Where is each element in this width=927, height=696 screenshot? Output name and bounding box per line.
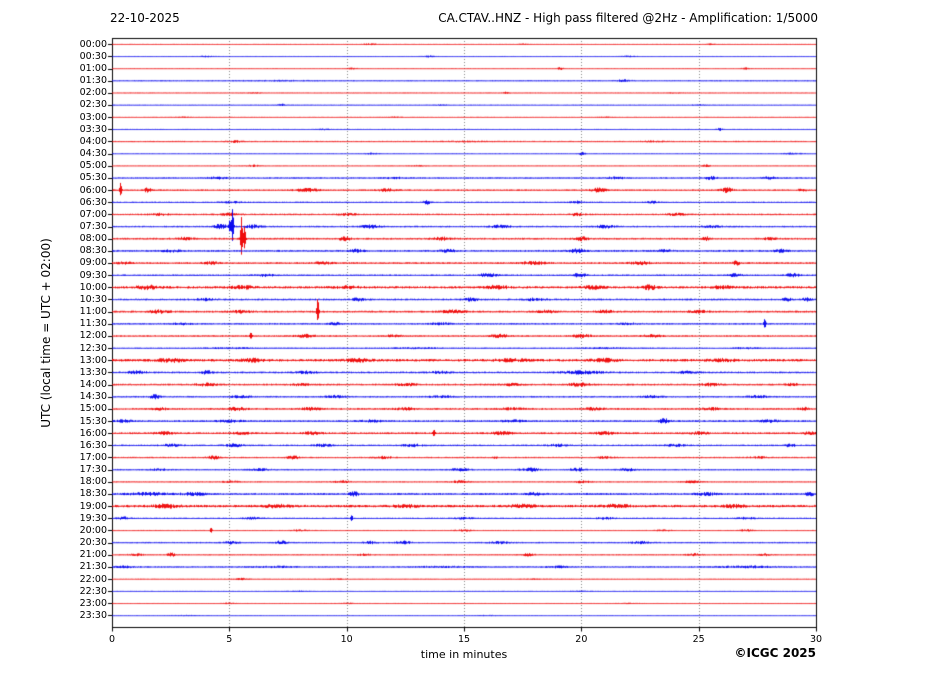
- y-tick-label: 06:00: [79, 184, 107, 196]
- copyright-label: ©ICGC 2025: [734, 646, 816, 660]
- y-tick-label: 18:00: [79, 476, 107, 488]
- y-tick-label: 16:30: [79, 439, 107, 451]
- y-tick-label: 11:30: [79, 318, 107, 330]
- y-tick-label: 14:30: [79, 391, 107, 403]
- x-axis-label: time in minutes: [420, 648, 508, 661]
- y-tick-label: 23:00: [79, 597, 107, 609]
- y-tick-label: 10:00: [79, 281, 107, 293]
- y-tick-label: 01:30: [79, 75, 107, 87]
- y-tick-label: 08:00: [79, 233, 107, 245]
- y-tick-label: 21:00: [79, 549, 107, 561]
- y-tick-label: 01:00: [79, 63, 107, 74]
- y-tick-label: 15:30: [79, 415, 107, 427]
- y-tick-label: 07:00: [79, 208, 107, 220]
- y-tick-label: 09:30: [79, 269, 107, 281]
- y-tick-label: 23:30: [79, 609, 107, 621]
- y-tick-label: 02:00: [79, 87, 107, 99]
- y-tick-label: 19:00: [79, 500, 107, 512]
- y-tick-label: 18:30: [79, 488, 107, 500]
- y-tick-label: 03:00: [79, 111, 107, 123]
- y-tick-label: 11:00: [79, 306, 107, 318]
- y-tick-label: 17:30: [79, 464, 107, 476]
- y-tick-label: 14:00: [79, 379, 107, 391]
- y-tick-label: 19:30: [79, 512, 107, 524]
- plot-title: CA.CTAV..HNZ - High pass filtered @2Hz -…: [438, 11, 818, 25]
- y-tick-label: 06:30: [79, 196, 107, 208]
- y-tick-label: 07:30: [79, 221, 107, 233]
- y-tick-label: 13:30: [79, 366, 107, 378]
- y-tick-label: 13:00: [79, 354, 107, 366]
- x-tick-label: 30: [809, 634, 823, 645]
- y-tick-label: 17:00: [79, 451, 107, 463]
- x-tick-label: 20: [575, 634, 588, 645]
- y-tick-label: 05:00: [79, 160, 107, 172]
- y-tick-label: 15:00: [79, 403, 107, 415]
- y-tick-label: 12:30: [79, 342, 107, 354]
- y-tick-label: 16:00: [79, 427, 107, 439]
- x-tick-label: 5: [226, 634, 233, 645]
- y-tick-label: 09:00: [79, 257, 107, 269]
- y-tick-label: 20:00: [79, 524, 107, 536]
- y-tick-label: 04:00: [79, 135, 107, 147]
- y-tick-label: 10:30: [79, 293, 107, 305]
- y-tick-label: 04:30: [79, 148, 107, 160]
- x-tick-label: 25: [692, 634, 705, 645]
- y-tick-label: 00:00: [79, 38, 107, 50]
- y-tick-label: 22:30: [79, 585, 107, 597]
- date-label: 22-10-2025: [110, 11, 180, 25]
- x-tick-label: 0: [108, 634, 116, 645]
- y-tick-label: 22:00: [79, 573, 107, 585]
- y-tick-label: 02:30: [79, 99, 107, 111]
- y-tick-label: 21:30: [79, 561, 107, 573]
- y-tick-label: 00:30: [79, 50, 107, 62]
- x-tick-label: 15: [457, 634, 471, 645]
- y-tick-label: 05:30: [79, 172, 107, 184]
- y-tick-label: 12:00: [79, 330, 107, 342]
- y-tick-label: 20:30: [79, 537, 107, 549]
- y-tick-label: 08:30: [79, 245, 107, 257]
- y-tick-label: 03:30: [79, 123, 107, 135]
- x-tick-label: 10: [340, 634, 353, 645]
